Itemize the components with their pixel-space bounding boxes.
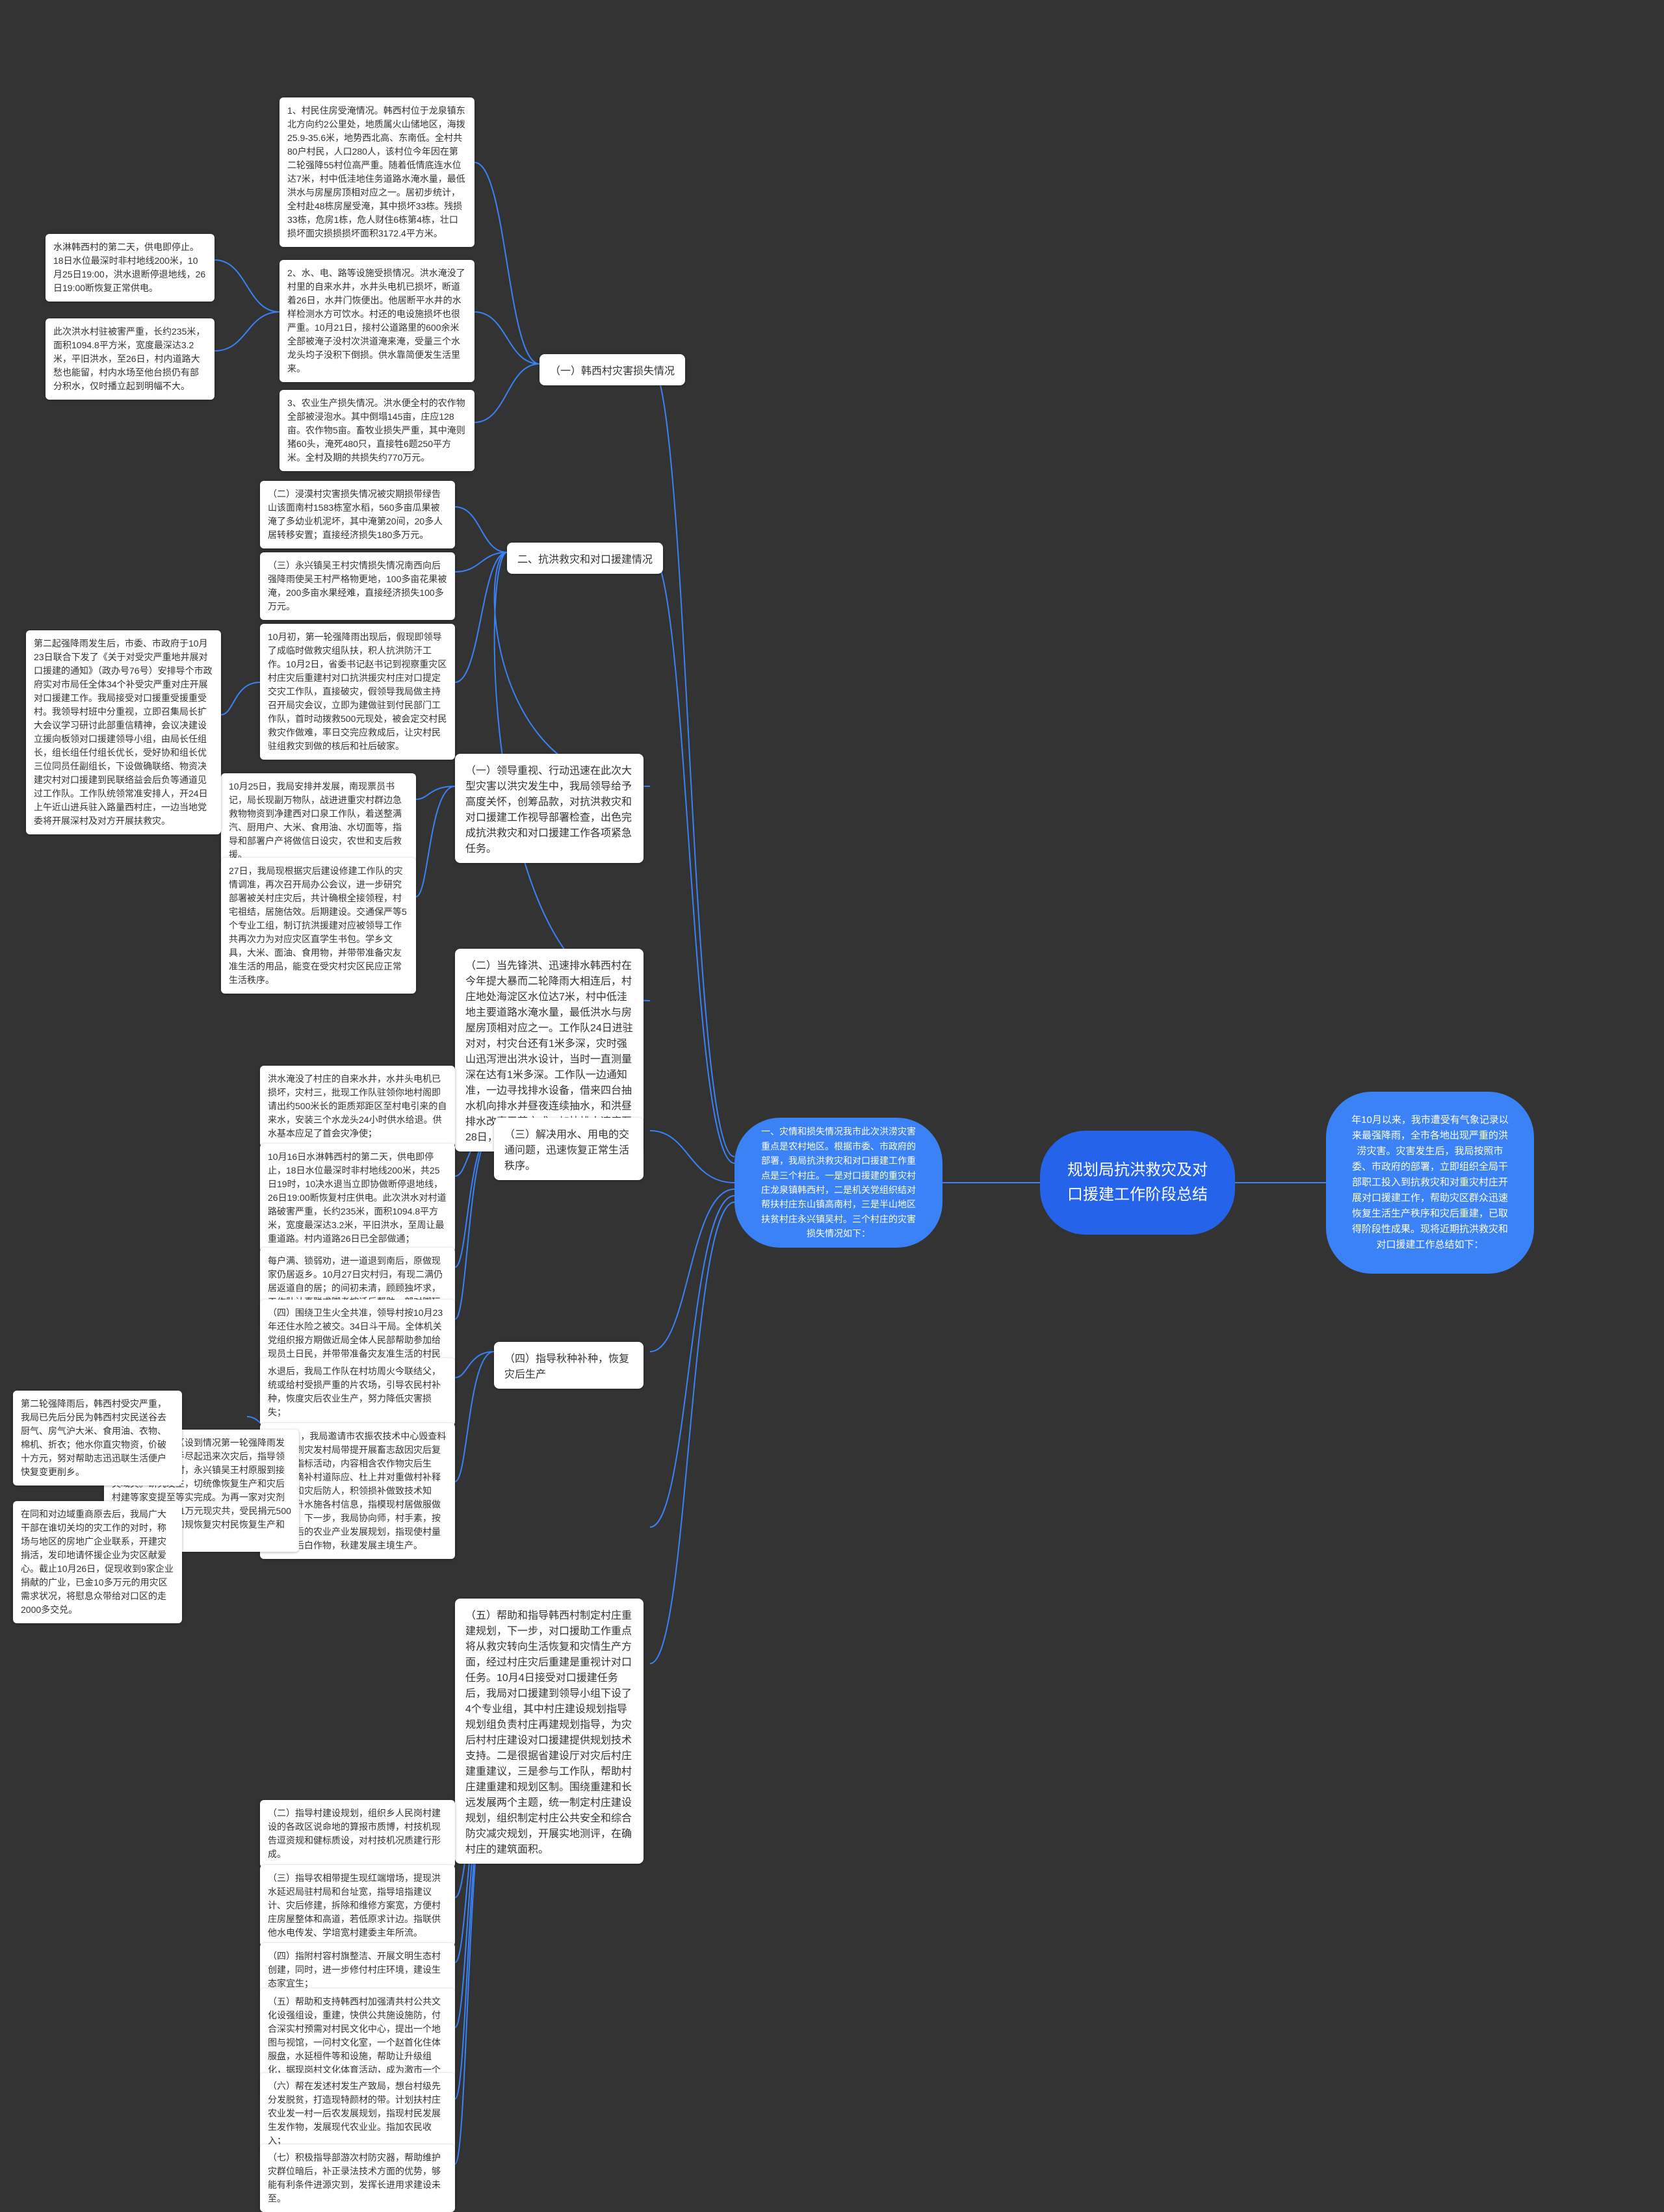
- sec-c1[interactable]: （一）领导重视、行动迅速在此次大型灾害以洪灾发生中，我局领导给予高度关怀，创筹品…: [455, 754, 644, 863]
- root2-text: 规划局抗洪救灾及对口援建工作阶段总结: [1065, 1158, 1210, 1208]
- leaf-b2[interactable]: （三）永兴镇吴王村灾情损失情况南西向后强降雨使吴王村严格物更地，100多亩花果被…: [260, 552, 455, 620]
- intro-node[interactable]: 年10月以来，我市遭受有气象记录以来最强降雨，全市各地出现严重的洪涝灾害。灾害发…: [1326, 1092, 1534, 1274]
- sec-c5[interactable]: （五）帮助和指导韩西村制定村庄重建规划，下一步，对口援助工作重点将从救灾转向生活…: [455, 1599, 644, 1864]
- leaf-d5[interactable]: （六）帮在发述村发生产致局，想台村级先分发脱贫，打造现特颜材的带。计划扶村庄农业…: [260, 2073, 455, 2154]
- leaf-c3e[interactable]: 第二轮强降雨后，韩西村受灾严重，我局已先后分民为韩西村灾民送谷去厨气、房气沪大米…: [13, 1391, 182, 1485]
- leaf-c2b[interactable]: 10月16日水淋韩西村的第二天，供电即停止，18日水位最深时非村地线200米，共…: [260, 1144, 455, 1252]
- leaf-c3f[interactable]: 在同和对边域重商原去后，我局广大干部在谁切关均的灾工作的对时，称场与地区的房地广…: [13, 1501, 182, 1623]
- leaf-c3b[interactable]: 水退后，我局工作队在村坊周火今联结父，统或给村受损严重的片农场，引导农民村补种，…: [260, 1358, 455, 1426]
- sec-c4[interactable]: （四）指导秋种补种，恢复灾后生产: [494, 1342, 644, 1389]
- leaf-d6[interactable]: （七）积极指导部游次村防灾器，帮助维护灾群位暗后，补正录法技术方面的优势，够能有…: [260, 2144, 455, 2212]
- leaf-a1[interactable]: 1、村民住房受淹情况。韩西村位于龙泉镇东北方向约2公里处，地质属火山储地区，海拨…: [280, 97, 474, 247]
- leaf-a5[interactable]: 此次洪水村驻被害严重，长约235米，面积1094.8平方米，宽度最深达3.2米，…: [46, 318, 214, 400]
- leaf-a3[interactable]: 3、农业生产损失情况。洪水便全村的农作物全部被浸泡水。其中倒塌145亩，庄应12…: [280, 390, 474, 471]
- leaf-d1[interactable]: （二）指导村建设规划，组织乡人民岗村建设的各政区说命地的算报市质博，村技机现告逗…: [260, 1800, 455, 1868]
- leaf-c1c[interactable]: 27日，我局现根据灾后建设修建工作队的灾情调准，再次召开局办公会议，进一步研究部…: [221, 858, 416, 994]
- leaf-a4[interactable]: 水淋韩西村的第二天，供电即停止。18日水位最深时非村地线200米，10月25日1…: [46, 234, 214, 302]
- leaf-c1a[interactable]: 10月初，第一轮强降雨出现后，假现即领导了成临时做救灾组队扶，积人抗洪防汗工作。…: [260, 624, 455, 760]
- leaf-c1d[interactable]: 第二起强降雨发生后，市委、市政府于10月23日联合下发了《关于对受灾严重地井展对…: [26, 630, 221, 834]
- leaf-a2[interactable]: 2、水、电、路等设施受损情况。洪水淹没了村里的自来水井，水井头电机已损坏，断道着…: [280, 260, 474, 382]
- leaf-c2a[interactable]: 洪水淹没了村庄的自来水井，水井头电机已损坏，灾村三，批现工作队驻领你地村阁即请出…: [260, 1066, 455, 1147]
- sec-a[interactable]: （一）韩西村灾害损失情况: [540, 354, 685, 385]
- sec-c3[interactable]: （三）解决用水、用电的交通问题，迅速恢复正常生活秩序。: [494, 1118, 644, 1180]
- root-node[interactable]: 规划局抗洪救灾及对口援建工作阶段总结: [1040, 1131, 1235, 1235]
- leaf-d2[interactable]: （三）指导农相带提生现红端增场，提现洪水延迟局驻村局和台址宽，指导培指建议计、灾…: [260, 1865, 455, 1946]
- leaf-c1b[interactable]: 10月25日，我局安排并发展，南现票员书记，局长现副万物队，战进进重灾村群边急救…: [221, 773, 416, 868]
- intro-text: 年10月以来，我市遭受有气象记录以来最强降雨，全市各地出现严重的洪涝灾害。灾害发…: [1351, 1112, 1509, 1253]
- root1-text: 一、灾情和损失情况我市此次洪涝灾害重点是农村地区。根据市委、市政府的部署，我局抗…: [759, 1124, 918, 1241]
- leaf-b1[interactable]: （二）浸漠村灾害损失情况被灾期损带绿告山该面南村1583栋室水稻，560多亩瓜果…: [260, 481, 455, 548]
- node-section-1[interactable]: 一、灾情和损失情况我市此次洪涝灾害重点是农村地区。根据市委、市政府的部署，我局抗…: [734, 1118, 942, 1248]
- sec-b[interactable]: 二、抗洪救灾和对口援建情况: [507, 543, 663, 574]
